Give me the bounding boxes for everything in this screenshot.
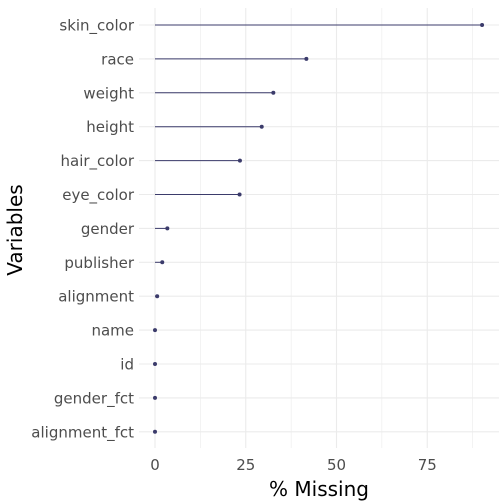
lollipop-point bbox=[237, 158, 242, 163]
lollipop-point bbox=[160, 260, 165, 265]
x-tick-label: 25 bbox=[236, 456, 255, 474]
y-tick-label: eye_color bbox=[62, 186, 135, 205]
lollipop-point bbox=[165, 226, 170, 231]
lollipop-point bbox=[237, 192, 242, 197]
x-tick-label: 50 bbox=[327, 456, 346, 474]
y-tick-label: publisher bbox=[64, 254, 134, 272]
y-tick-label: alignment_fct bbox=[31, 423, 134, 442]
lollipop-point bbox=[271, 90, 276, 95]
y-tick-label: hair_color bbox=[61, 152, 135, 171]
x-tick-label: 75 bbox=[418, 456, 437, 474]
y-tick-label: race bbox=[101, 50, 134, 68]
lollipop-point bbox=[153, 362, 157, 366]
y-tick-label: height bbox=[86, 118, 134, 136]
lollipop-point bbox=[153, 395, 157, 400]
marks-layer bbox=[153, 23, 485, 434]
lollipop-point bbox=[259, 124, 264, 129]
lollipop-point bbox=[153, 328, 157, 333]
lollipop-point bbox=[304, 56, 309, 61]
y-tick-label: gender bbox=[81, 220, 135, 238]
y-tick-label: id bbox=[120, 356, 134, 374]
grid-layer bbox=[139, 8, 499, 448]
y-tick-label: skin_color bbox=[59, 17, 134, 36]
y-axis-title: Variables bbox=[3, 184, 27, 275]
x-tick-labels: 0 25 50 75 bbox=[150, 456, 437, 474]
y-tick-label: weight bbox=[83, 84, 134, 102]
y-tick-label: name bbox=[91, 322, 134, 340]
y-tick-label: alignment bbox=[58, 288, 134, 306]
lollipop-point bbox=[155, 294, 160, 299]
y-tick-label: gender_fct bbox=[54, 389, 134, 408]
x-tick-label: 0 bbox=[150, 456, 160, 474]
lollipop-point bbox=[480, 23, 485, 27]
lollipop-point bbox=[153, 429, 157, 434]
x-axis-title: % Missing bbox=[269, 477, 369, 501]
